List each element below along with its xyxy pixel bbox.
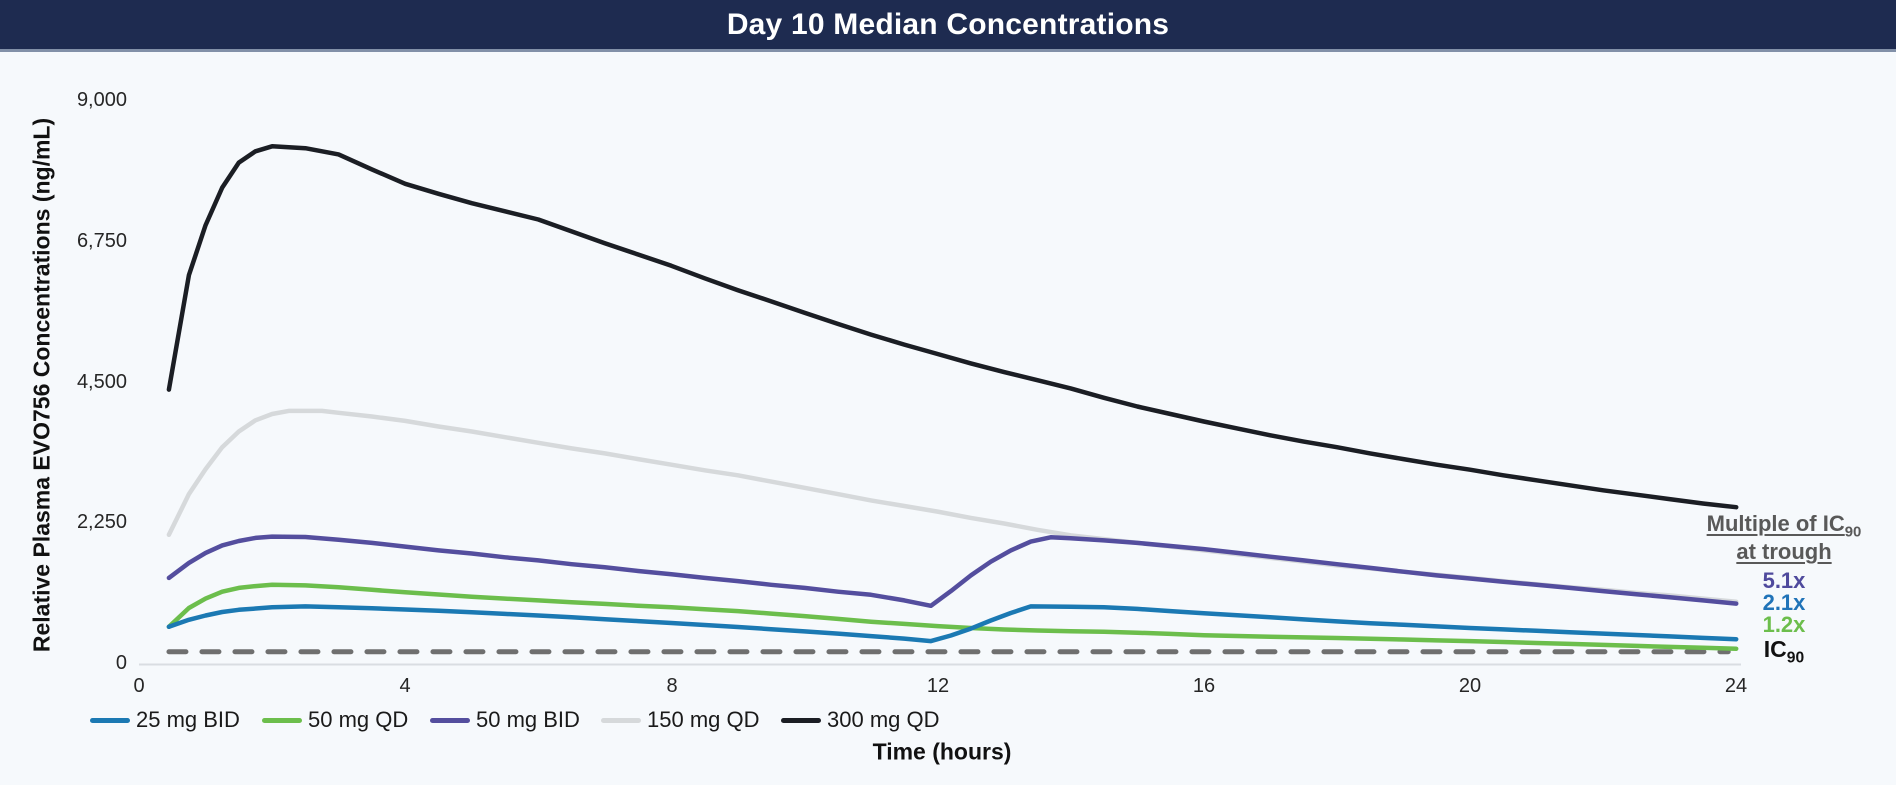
y-tick-0: 0 — [115, 652, 127, 674]
x-tick-24: 24 — [1724, 675, 1748, 697]
y-tick-6750: 6,750 — [76, 230, 127, 252]
legend-label-50-mg-bid: 50 mg BID — [476, 707, 580, 732]
title-bar: Day 10 Median Concentrations — [0, 0, 1896, 52]
x-tick-16: 16 — [1192, 675, 1216, 697]
legend-swatch-1 — [262, 717, 302, 723]
legend-label-25-mg-bid: 25 mg BID — [136, 707, 240, 732]
legend-label-150-mg-qd: 150 mg QD — [647, 707, 760, 732]
legend-swatch-2 — [430, 717, 470, 723]
x-tick-12: 12 — [926, 675, 950, 697]
series-line-50-mg-qd — [166, 582, 1739, 651]
annotation-multiple-2: 1.2x — [1762, 612, 1806, 637]
legend-item-25-mg-bid: 25 mg BID — [90, 706, 240, 734]
legend-swatch-4 — [781, 717, 821, 723]
annotation-multiple-0: 5.1x — [1762, 568, 1806, 593]
chart-title: Day 10 Median Concentrations — [726, 8, 1170, 41]
legend-swatch-0 — [90, 717, 130, 723]
annotation-heading-line1: Multiple of IC90 — [1694, 511, 1874, 540]
legend-swatch-3 — [601, 717, 641, 723]
legend-item-300-mg-qd: 300 mg QD — [781, 706, 940, 734]
x-axis-title: Time (hours) — [872, 738, 1012, 765]
x-tick-8: 8 — [666, 675, 678, 697]
annotation-ic90-text: IC — [1763, 636, 1787, 662]
annotation-ic90-sub: 90 — [1786, 649, 1805, 667]
series-line-50-mg-bid — [166, 534, 1739, 609]
series-line-150-mg-qd — [166, 408, 1739, 604]
annotation-ic90: IC90 — [1694, 636, 1874, 668]
x-tick-0: 0 — [133, 675, 145, 697]
x-tick-20: 20 — [1458, 675, 1482, 697]
y-tick-4500: 4,500 — [76, 371, 127, 393]
annotation-heading-text: Multiple of IC — [1706, 511, 1845, 536]
legend-item-50-mg-qd: 50 mg QD — [262, 706, 408, 734]
legend-label-50-mg-qd: 50 mg QD — [308, 707, 409, 732]
annotation-heading-sub: 90 — [1844, 523, 1862, 541]
annotation-heading-line2: at trough — [1736, 539, 1832, 564]
legend-label-300-mg-qd: 300 mg QD — [827, 707, 940, 732]
y-tick-2250: 2,250 — [76, 511, 127, 533]
legend-item-50-mg-bid: 50 mg BID — [430, 706, 580, 734]
series-line-300-mg-qd — [166, 144, 1739, 510]
annotation-multiple-1: 2.1x — [1762, 590, 1806, 615]
legend-item-150-mg-qd: 150 mg QD — [601, 706, 760, 734]
series-line-25-mg-bid — [166, 604, 1739, 644]
x-tick-4: 4 — [399, 675, 411, 697]
y-tick-9000: 9,000 — [76, 89, 127, 111]
